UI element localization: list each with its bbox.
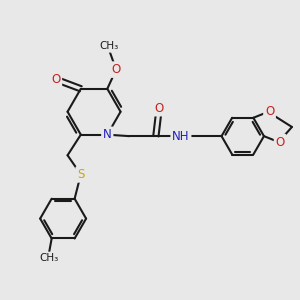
Text: S: S: [77, 168, 85, 181]
Text: O: O: [154, 102, 164, 115]
Text: O: O: [51, 74, 60, 86]
Text: O: O: [275, 136, 285, 148]
Text: CH₃: CH₃: [99, 41, 119, 51]
Text: NH: NH: [172, 130, 190, 142]
Text: O: O: [112, 63, 121, 76]
Text: O: O: [265, 105, 274, 119]
Text: CH₃: CH₃: [39, 253, 58, 263]
Text: N: N: [103, 128, 112, 141]
